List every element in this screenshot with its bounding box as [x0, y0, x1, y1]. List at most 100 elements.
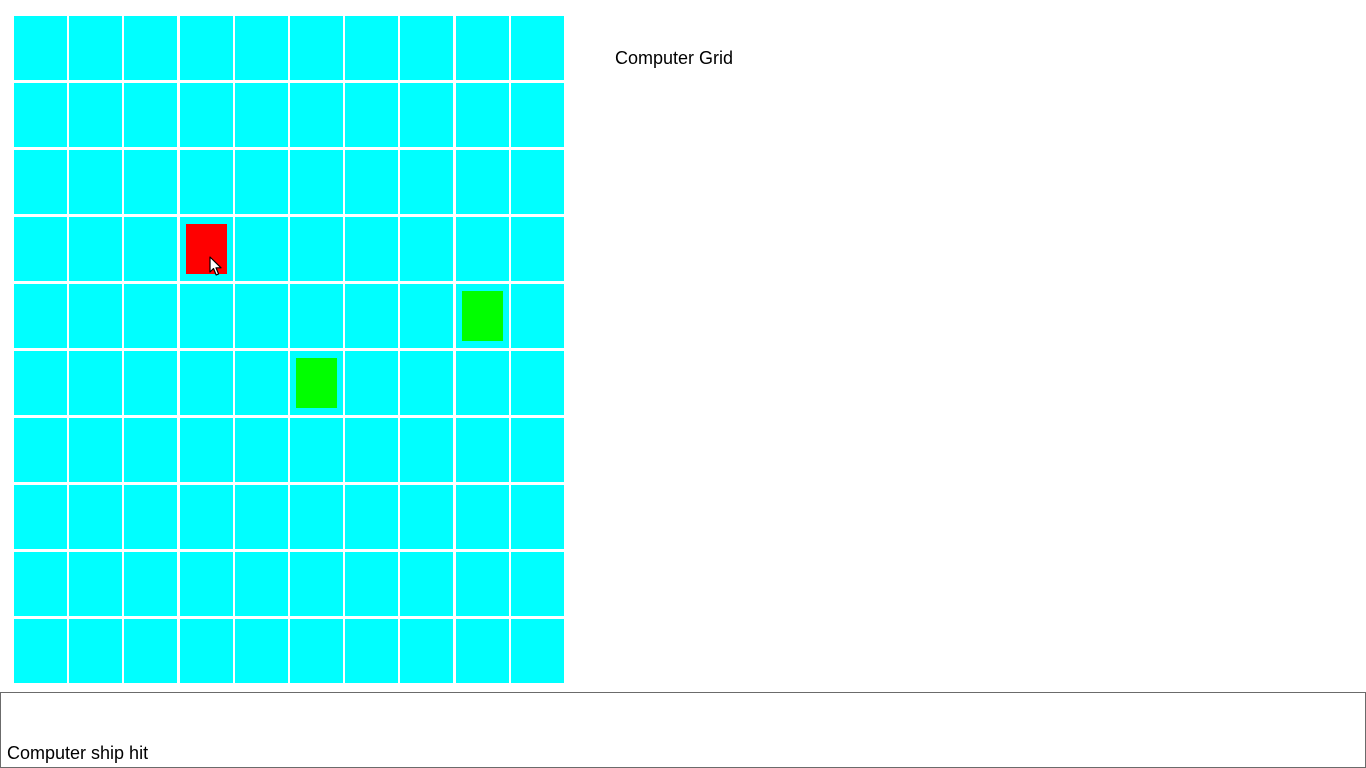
grid-cell-r10-c10[interactable]: [510, 619, 564, 683]
grid-cell-r2-c8[interactable]: [400, 83, 454, 147]
grid-cell-r3-c4[interactable]: [179, 150, 233, 214]
grid-cell-r2-c10[interactable]: [510, 83, 564, 147]
grid-cell-r9-c7[interactable]: [345, 552, 399, 616]
grid-cell-r6-c9[interactable]: [455, 351, 509, 415]
grid-cell-r3-c2[interactable]: [69, 150, 123, 214]
grid-cell-r9-c3[interactable]: [124, 552, 178, 616]
grid-cell-r6-c10[interactable]: [510, 351, 564, 415]
grid-cell-r8-c8[interactable]: [400, 485, 454, 549]
grid-cell-r1-c10[interactable]: [510, 16, 564, 80]
grid-cell-r3-c9[interactable]: [455, 150, 509, 214]
grid-cell-r10-c7[interactable]: [345, 619, 399, 683]
grid-cell-r5-c1[interactable]: [14, 284, 67, 348]
grid-cell-r8-c5[interactable]: [234, 485, 288, 549]
grid-cell-r7-c4[interactable]: [179, 418, 233, 482]
grid-cell-r4-c8[interactable]: [400, 217, 454, 281]
grid-cell-r5-c6[interactable]: [289, 284, 343, 348]
grid-cell-r4-c5[interactable]: [234, 217, 288, 281]
grid-cell-r7-c3[interactable]: [124, 418, 178, 482]
grid-cell-r1-c1[interactable]: [14, 16, 67, 80]
grid-cell-r9-c1[interactable]: [14, 552, 67, 616]
grid-cell-r7-c1[interactable]: [14, 418, 67, 482]
grid-cell-r10-c9[interactable]: [455, 619, 509, 683]
grid-cell-r4-c2[interactable]: [69, 217, 123, 281]
grid-cell-r2-c2[interactable]: [69, 83, 123, 147]
grid-cell-r5-c8[interactable]: [400, 284, 454, 348]
grid-cell-r9-c2[interactable]: [69, 552, 123, 616]
grid-cell-r5-c7[interactable]: [345, 284, 399, 348]
grid-cell-r4-c3[interactable]: [124, 217, 178, 281]
grid-cell-r1-c5[interactable]: [234, 16, 288, 80]
grid-cell-r7-c6[interactable]: [289, 418, 343, 482]
grid-cell-r2-c9[interactable]: [455, 83, 509, 147]
grid-cell-r9-c9[interactable]: [455, 552, 509, 616]
grid-cell-r1-c8[interactable]: [400, 16, 454, 80]
grid-cell-r8-c4[interactable]: [179, 485, 233, 549]
grid-cell-r5-c10[interactable]: [510, 284, 564, 348]
grid-cell-r8-c3[interactable]: [124, 485, 178, 549]
grid-cell-r3-c1[interactable]: [14, 150, 67, 214]
grid-cell-r4-c4[interactable]: [179, 217, 233, 281]
grid-cell-r7-c7[interactable]: [345, 418, 399, 482]
grid-cell-r6-c6[interactable]: [289, 351, 343, 415]
grid-cell-r2-c7[interactable]: [345, 83, 399, 147]
grid-cell-r7-c2[interactable]: [69, 418, 123, 482]
grid-cell-r3-c7[interactable]: [345, 150, 399, 214]
grid-cell-r7-c9[interactable]: [455, 418, 509, 482]
grid-cell-r10-c5[interactable]: [234, 619, 288, 683]
grid-cell-r10-c4[interactable]: [179, 619, 233, 683]
grid-cell-r7-c10[interactable]: [510, 418, 564, 482]
grid-cell-r2-c1[interactable]: [14, 83, 67, 147]
grid-cell-r4-c7[interactable]: [345, 217, 399, 281]
grid-cell-r9-c10[interactable]: [510, 552, 564, 616]
grid-cell-r2-c5[interactable]: [234, 83, 288, 147]
grid-cell-r1-c9[interactable]: [455, 16, 509, 80]
grid-cell-r5-c2[interactable]: [69, 284, 123, 348]
grid-cell-r10-c6[interactable]: [289, 619, 343, 683]
grid-cell-r6-c2[interactable]: [69, 351, 123, 415]
grid-cell-r3-c5[interactable]: [234, 150, 288, 214]
grid-cell-r5-c9[interactable]: [455, 284, 509, 348]
grid-cell-r1-c4[interactable]: [179, 16, 233, 80]
grid-cell-r10-c1[interactable]: [14, 619, 67, 683]
grid-cell-r4-c10[interactable]: [510, 217, 564, 281]
grid-cell-r8-c6[interactable]: [289, 485, 343, 549]
grid-cell-r10-c8[interactable]: [400, 619, 454, 683]
grid-cell-r6-c4[interactable]: [179, 351, 233, 415]
grid-cell-r6-c7[interactable]: [345, 351, 399, 415]
grid-cell-r1-c6[interactable]: [289, 16, 343, 80]
grid-cell-r6-c5[interactable]: [234, 351, 288, 415]
grid-cell-r5-c4[interactable]: [179, 284, 233, 348]
grid-cell-r4-c1[interactable]: [14, 217, 67, 281]
grid-cell-r5-c3[interactable]: [124, 284, 178, 348]
grid-cell-r8-c7[interactable]: [345, 485, 399, 549]
grid-cell-r4-c6[interactable]: [289, 217, 343, 281]
grid-cell-r7-c5[interactable]: [234, 418, 288, 482]
grid-cell-r3-c8[interactable]: [400, 150, 454, 214]
grid-cell-r2-c3[interactable]: [124, 83, 178, 147]
grid-cell-r2-c4[interactable]: [179, 83, 233, 147]
grid-cell-r7-c8[interactable]: [400, 418, 454, 482]
grid-cell-r6-c1[interactable]: [14, 351, 67, 415]
grid-cell-r10-c3[interactable]: [124, 619, 178, 683]
grid-cell-r6-c8[interactable]: [400, 351, 454, 415]
grid-cell-r9-c6[interactable]: [289, 552, 343, 616]
grid-cell-r2-c6[interactable]: [289, 83, 343, 147]
grid-cell-r8-c10[interactable]: [510, 485, 564, 549]
grid-cell-r3-c10[interactable]: [510, 150, 564, 214]
grid-cell-r9-c5[interactable]: [234, 552, 288, 616]
grid-cell-r8-c2[interactable]: [69, 485, 123, 549]
grid-cell-r9-c8[interactable]: [400, 552, 454, 616]
grid-cell-r1-c3[interactable]: [124, 16, 178, 80]
grid-cell-r4-c9[interactable]: [455, 217, 509, 281]
grid-cell-r8-c1[interactable]: [14, 485, 67, 549]
grid-cell-r1-c7[interactable]: [345, 16, 399, 80]
grid-cell-r6-c3[interactable]: [124, 351, 178, 415]
grid-cell-r9-c4[interactable]: [179, 552, 233, 616]
grid-cell-r3-c3[interactable]: [124, 150, 178, 214]
grid-cell-r8-c9[interactable]: [455, 485, 509, 549]
grid-cell-r5-c5[interactable]: [234, 284, 288, 348]
grid-cell-r1-c2[interactable]: [69, 16, 123, 80]
grid-cell-r10-c2[interactable]: [69, 619, 123, 683]
grid-cell-r3-c6[interactable]: [289, 150, 343, 214]
